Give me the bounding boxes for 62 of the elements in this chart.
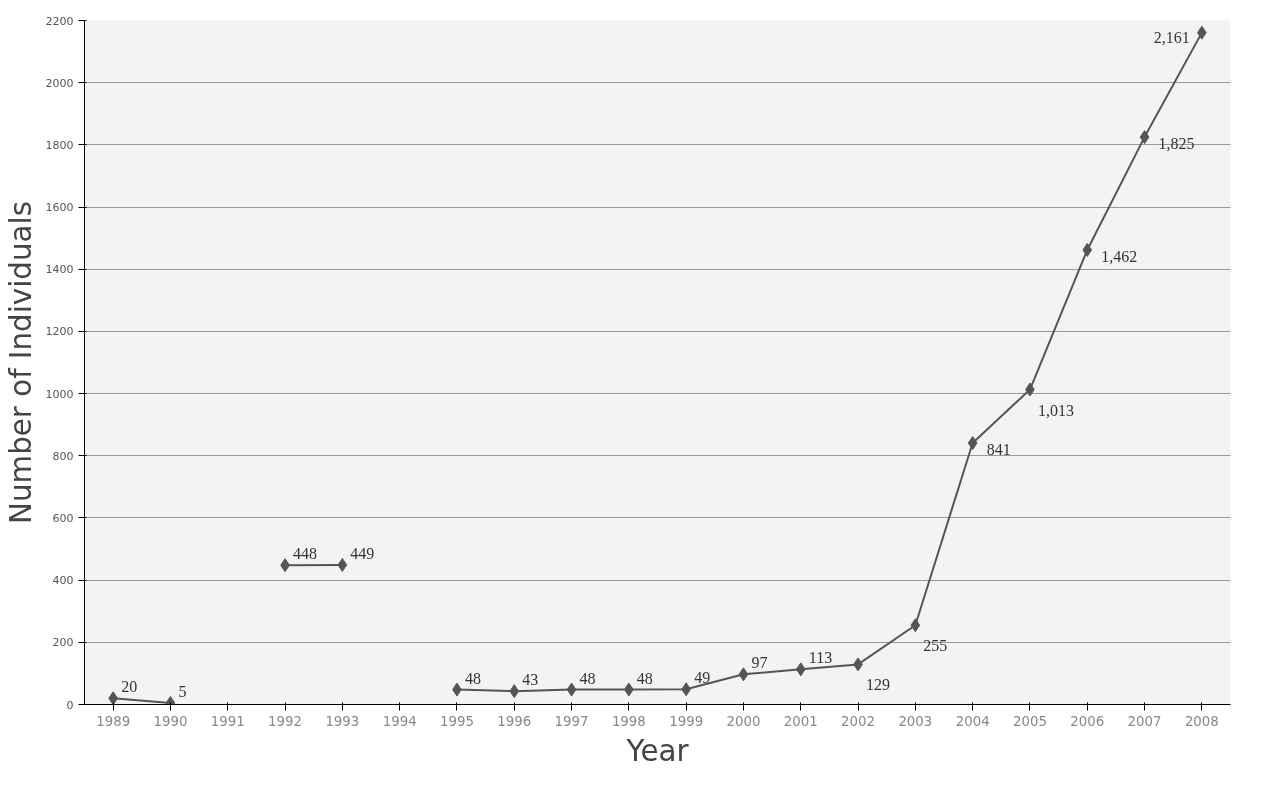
x-tick-label: 2007	[1127, 713, 1162, 729]
text: 113	[808, 649, 833, 667]
x-tick-label: 2006	[1070, 713, 1105, 729]
point	[795, 662, 806, 677]
y-tick-label: 1800	[45, 138, 74, 152]
point	[1082, 242, 1093, 257]
point	[1139, 130, 1150, 145]
text: 5	[178, 682, 187, 700]
y-tick-label: 200	[52, 636, 74, 650]
x-tick-label: 2004	[955, 713, 990, 729]
point	[566, 682, 577, 697]
text: 48	[579, 669, 596, 687]
text: 48	[636, 669, 653, 687]
text: 449	[350, 544, 375, 562]
y-axis-title: Number of Individuals	[3, 201, 38, 524]
x-tick-label: 1997	[554, 713, 589, 729]
x-tick-label: 2003	[898, 713, 933, 729]
x-tick-label: 2008	[1184, 713, 1219, 729]
text: 255	[923, 637, 948, 655]
point	[337, 557, 348, 572]
text: 129	[866, 676, 891, 694]
text: 448	[293, 545, 318, 563]
x-tick-label: 1993	[325, 713, 360, 729]
x-tick-label: 1996	[497, 713, 532, 729]
point	[910, 618, 921, 633]
y-tick-label: 1400	[45, 263, 74, 277]
x-tick-label: 1998	[611, 713, 646, 729]
point	[509, 684, 520, 699]
y-tick-label: 800	[52, 449, 74, 463]
text: 49	[694, 669, 711, 687]
x-tick-label: 1991	[210, 713, 245, 729]
text: 43	[522, 671, 539, 689]
x-tick-label: 1995	[439, 713, 474, 729]
y-tick-label: 2200	[45, 14, 74, 28]
x-tick-label: 1992	[268, 713, 303, 729]
y-tick-label: 2000	[45, 76, 74, 90]
text: 1,825	[1158, 135, 1195, 153]
point	[967, 436, 978, 451]
x-tick-label: 1994	[382, 713, 417, 729]
text: 2,161	[1153, 28, 1190, 46]
point	[738, 667, 749, 682]
x-tick-label: 2002	[841, 713, 876, 729]
x-tick-label: 1989	[96, 713, 131, 729]
text: 48	[464, 669, 481, 687]
x-tick-label: 2001	[783, 713, 818, 729]
x-axis-title: Year	[625, 733, 690, 768]
y-tick-label: 1200	[45, 325, 74, 339]
text: 841	[986, 441, 1011, 459]
x-tick-label: 1999	[669, 713, 704, 729]
x-tick-label: 1990	[153, 713, 188, 729]
text: 1,462	[1101, 247, 1138, 265]
text: 97	[751, 654, 768, 672]
point	[108, 691, 118, 705]
y-tick-label: 1000	[45, 387, 74, 401]
x-tick-label: 2000	[726, 713, 761, 729]
x-tick-label: 2005	[1012, 713, 1047, 729]
text: 20	[121, 678, 138, 696]
y-tick-label: 1600	[45, 201, 74, 215]
text: 1,013	[1037, 401, 1074, 419]
y-tick-label: 0	[66, 698, 74, 712]
y-tick-label: 400	[52, 574, 74, 588]
y-tick-label: 600	[52, 511, 74, 525]
